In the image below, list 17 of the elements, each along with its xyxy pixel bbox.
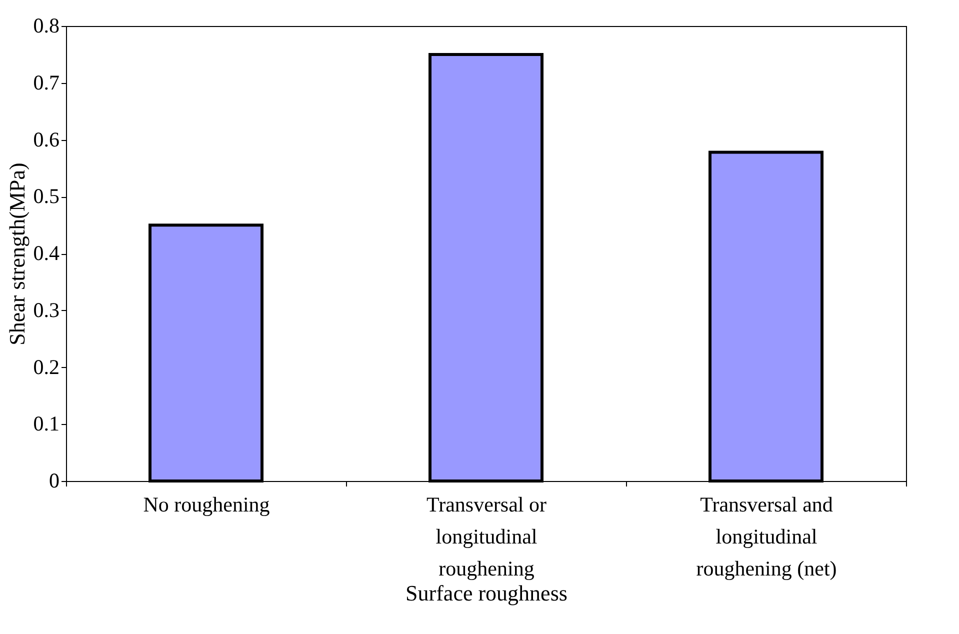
- y-tick-label: 0.3: [33, 298, 60, 322]
- y-tick-label: 0: [49, 468, 60, 492]
- y-tick-label: 0.1: [33, 412, 60, 436]
- x-tick-label: Transversal and longitudinal roughening (net): [696, 492, 837, 580]
- y-tick-label: 0.2: [33, 354, 60, 379]
- y-tick-label: 0.5: [33, 184, 60, 208]
- bar: [428, 52, 544, 482]
- y-axis-title: Shear strength(MPa): [4, 162, 30, 346]
- x-tick-label: Transversal or longitudinal roughening: [426, 492, 546, 580]
- y-tick-label: 0.6: [33, 127, 60, 152]
- y-tick-label: 0.8: [33, 14, 60, 38]
- y-tick-label: 0.7: [33, 70, 60, 94]
- x-tick-label: No roughening: [143, 492, 270, 516]
- bar: [708, 150, 824, 482]
- bar: [148, 224, 264, 482]
- x-axis-title: Surface roughness: [406, 580, 568, 606]
- y-tick-label: 0.4: [33, 241, 60, 265]
